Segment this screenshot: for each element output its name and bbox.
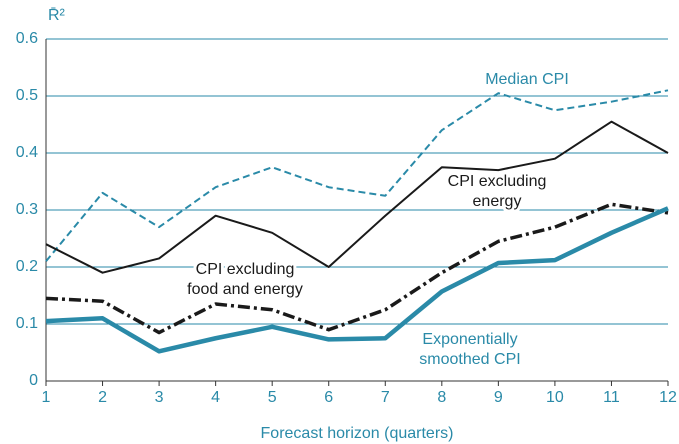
annotation: energy [473, 193, 522, 210]
y-tick-label: 0 [29, 372, 38, 389]
annotation: smoothed CPI [419, 351, 520, 368]
x-tick-label: 12 [659, 389, 677, 406]
x-tick-label: 8 [437, 389, 446, 406]
x-tick-label: 1 [42, 389, 51, 406]
annotation: Median CPI [485, 71, 569, 88]
annotation: CPI excluding [196, 261, 295, 278]
annotation: Exponentially [422, 331, 517, 348]
y-tick-label: 0.3 [16, 201, 38, 218]
x-tick-label: 2 [98, 389, 107, 406]
annotation: CPI excluding [448, 173, 547, 190]
x-tick-label: 11 [603, 389, 620, 406]
annotation: food and energy [187, 281, 303, 298]
series-line [45, 120, 669, 274]
y-tick-label: 0.1 [16, 315, 38, 332]
y-axis-label: R̄² [48, 7, 66, 24]
x-tick-label: 3 [155, 389, 164, 406]
x-tick-label: 6 [324, 389, 333, 406]
series-line [45, 206, 669, 354]
series-line [45, 89, 669, 262]
x-tick-label: 4 [211, 389, 220, 406]
y-tick-label: 0.4 [16, 144, 38, 161]
series-line [45, 202, 669, 335]
y-tick-label: 0.2 [16, 258, 38, 275]
x-axis-label: Forecast horizon (quarters) [261, 425, 454, 442]
x-tick-label: 9 [494, 389, 503, 406]
x-tick-label: 7 [381, 389, 390, 406]
x-tick-label: 10 [546, 389, 564, 406]
y-tick-label: 0.5 [16, 87, 38, 104]
x-tick-label: 5 [268, 389, 277, 406]
y-tick-label: 0.6 [16, 30, 38, 47]
